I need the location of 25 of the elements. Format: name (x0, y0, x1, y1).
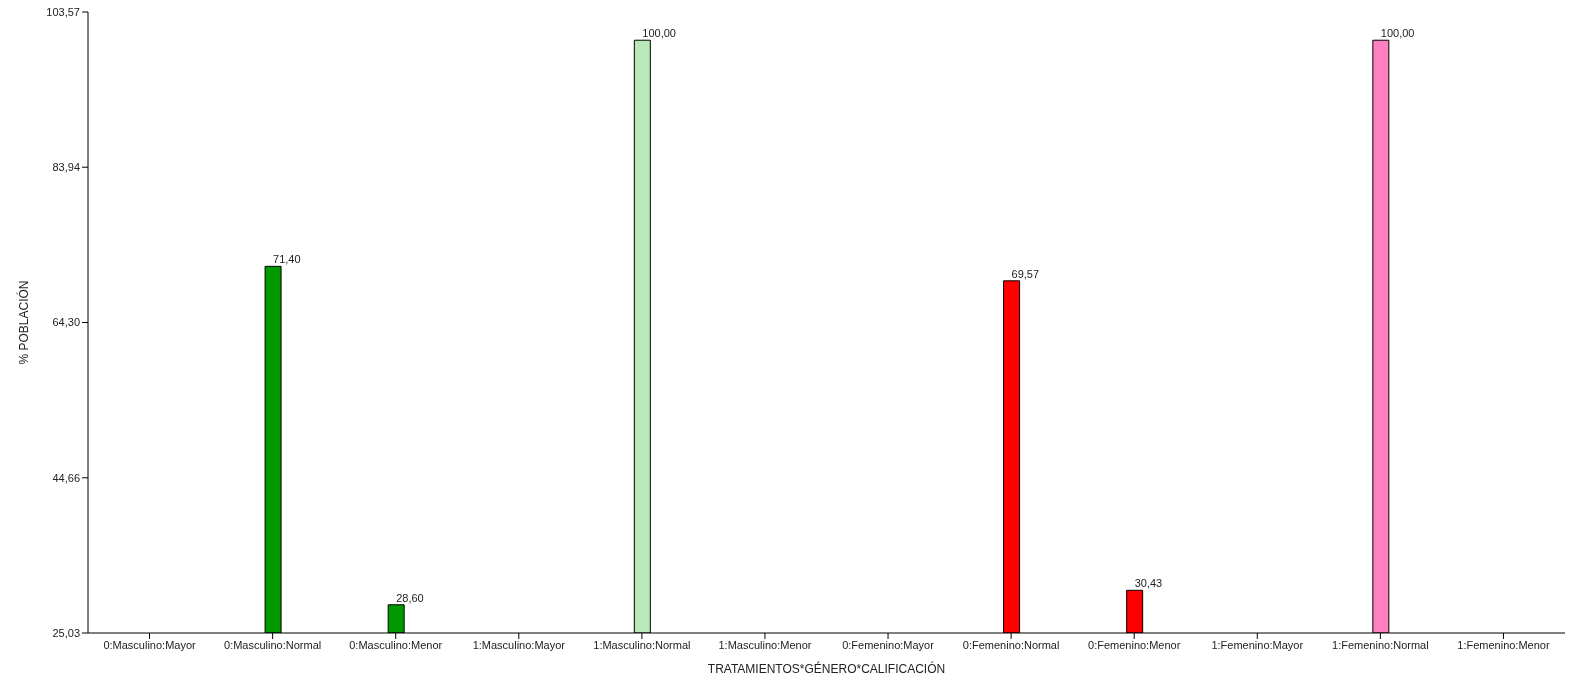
y-tick-label: 64,30 (52, 316, 80, 329)
data-label: 28,60 (396, 591, 424, 604)
x-tick-label: 1:Masculino:Normal (593, 638, 691, 651)
data-label: 100,00 (1380, 27, 1415, 40)
x-tick-label: 1:Femenino:Normal (1332, 638, 1429, 651)
y-tick-label: 83,94 (52, 161, 80, 174)
x-tick-label: 1:Masculino:Mayor (472, 638, 566, 651)
x-tick-label: 1:Masculino:Menor (718, 638, 812, 651)
x-tick-label: 1:Femenino:Mayor (1211, 638, 1304, 651)
x-tick-label: 0:Masculino:Menor (349, 638, 443, 651)
x-tick-label: 0:Masculino:Normal (224, 638, 322, 651)
x-tick-label: 1:Femenino:Menor (1457, 638, 1550, 651)
x-tick-label: 0:Masculino:Mayor (103, 638, 197, 651)
data-label: 100,00 (642, 27, 676, 40)
y-tick-label: 103,57 (46, 5, 80, 18)
y-axis-title: % POBLACIÓN (16, 280, 32, 365)
x-tick-label: 0:Femenino:Normal (962, 638, 1060, 651)
data-label: 69,57 (1011, 267, 1040, 280)
data-label: 71,40 (273, 253, 301, 266)
x-axis-title: TRATAMIENTOS*GÉNERO*CALIFICACIÓN (707, 661, 946, 676)
y-tick-label: 25,03 (52, 626, 80, 639)
y-tick-label: 44,66 (52, 471, 80, 484)
x-tick-label: 0:Femenino:Mayor (842, 638, 935, 651)
data-label: 30,43 (1134, 577, 1163, 590)
x-tick-label: 0:Femenino:Menor (1088, 638, 1181, 651)
